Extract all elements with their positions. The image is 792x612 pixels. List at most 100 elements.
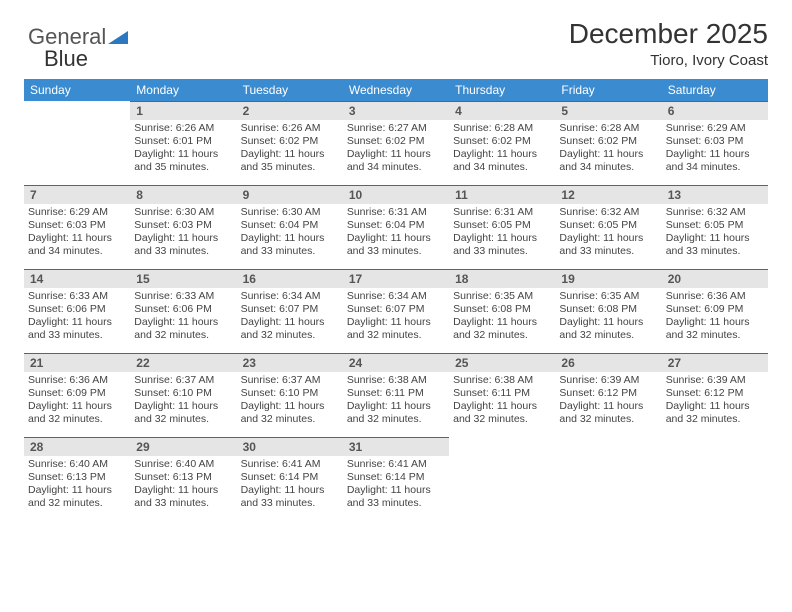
day-number: 6 <box>662 101 768 120</box>
sunrise-text: Sunrise: 6:35 AM <box>453 290 551 303</box>
daylight-text-1: Daylight: 11 hours <box>241 232 339 245</box>
weekday-header: Sunday <box>24 79 130 101</box>
day-body: Sunrise: 6:31 AMSunset: 6:04 PMDaylight:… <box>343 204 449 263</box>
calendar-cell: 18Sunrise: 6:35 AMSunset: 6:08 PMDayligh… <box>449 269 555 353</box>
day-body: Sunrise: 6:32 AMSunset: 6:05 PMDaylight:… <box>662 204 768 263</box>
daylight-text-1: Daylight: 11 hours <box>453 316 551 329</box>
daylight-text-1: Daylight: 11 hours <box>134 316 232 329</box>
calendar-cell: 26Sunrise: 6:39 AMSunset: 6:12 PMDayligh… <box>555 353 661 437</box>
daylight-text-2: and 32 minutes. <box>453 329 551 342</box>
daylight-text-1: Daylight: 11 hours <box>134 232 232 245</box>
page-subtitle: Tioro, Ivory Coast <box>24 52 768 69</box>
sunset-text: Sunset: 6:02 PM <box>453 135 551 148</box>
daylight-text-1: Daylight: 11 hours <box>347 484 445 497</box>
sunset-text: Sunset: 6:04 PM <box>347 219 445 232</box>
sunset-text: Sunset: 6:09 PM <box>28 387 126 400</box>
day-body: Sunrise: 6:41 AMSunset: 6:14 PMDaylight:… <box>343 456 449 515</box>
sunrise-text: Sunrise: 6:27 AM <box>347 122 445 135</box>
day-number: 18 <box>449 269 555 288</box>
daylight-text-2: and 33 minutes. <box>453 245 551 258</box>
sunrise-text: Sunrise: 6:31 AM <box>347 206 445 219</box>
sunrise-text: Sunrise: 6:36 AM <box>666 290 764 303</box>
day-body: Sunrise: 6:26 AMSunset: 6:02 PMDaylight:… <box>237 120 343 179</box>
day-number: 9 <box>237 185 343 204</box>
day-body: Sunrise: 6:36 AMSunset: 6:09 PMDaylight:… <box>24 372 130 431</box>
day-body: Sunrise: 6:28 AMSunset: 6:02 PMDaylight:… <box>555 120 661 179</box>
sunrise-text: Sunrise: 6:30 AM <box>134 206 232 219</box>
daylight-text-2: and 32 minutes. <box>453 413 551 426</box>
day-number: 7 <box>24 185 130 204</box>
calendar-cell: 27Sunrise: 6:39 AMSunset: 6:12 PMDayligh… <box>662 353 768 437</box>
weekday-header: Thursday <box>449 79 555 101</box>
weekday-header: Tuesday <box>237 79 343 101</box>
day-number: 2 <box>237 101 343 120</box>
day-body: Sunrise: 6:33 AMSunset: 6:06 PMDaylight:… <box>24 288 130 347</box>
day-body: Sunrise: 6:35 AMSunset: 6:08 PMDaylight:… <box>555 288 661 347</box>
sunset-text: Sunset: 6:06 PM <box>134 303 232 316</box>
sunrise-text: Sunrise: 6:34 AM <box>241 290 339 303</box>
calendar-cell: 14Sunrise: 6:33 AMSunset: 6:06 PMDayligh… <box>24 269 130 353</box>
daylight-text-1: Daylight: 11 hours <box>559 148 657 161</box>
sunset-text: Sunset: 6:11 PM <box>347 387 445 400</box>
calendar-cell <box>449 437 555 521</box>
sunset-text: Sunset: 6:12 PM <box>666 387 764 400</box>
calendar-cell: 31Sunrise: 6:41 AMSunset: 6:14 PMDayligh… <box>343 437 449 521</box>
calendar-cell: 4Sunrise: 6:28 AMSunset: 6:02 PMDaylight… <box>449 101 555 185</box>
daylight-text-2: and 33 minutes. <box>666 245 764 258</box>
daylight-text-1: Daylight: 11 hours <box>559 400 657 413</box>
sunrise-text: Sunrise: 6:32 AM <box>559 206 657 219</box>
day-body: Sunrise: 6:39 AMSunset: 6:12 PMDaylight:… <box>555 372 661 431</box>
weekday-header: Saturday <box>662 79 768 101</box>
calendar-cell: 30Sunrise: 6:41 AMSunset: 6:14 PMDayligh… <box>237 437 343 521</box>
daylight-text-2: and 32 minutes. <box>241 329 339 342</box>
sunset-text: Sunset: 6:05 PM <box>453 219 551 232</box>
sunrise-text: Sunrise: 6:26 AM <box>134 122 232 135</box>
day-number: 29 <box>130 437 236 456</box>
sunset-text: Sunset: 6:01 PM <box>134 135 232 148</box>
daylight-text-1: Daylight: 11 hours <box>241 148 339 161</box>
daylight-text-1: Daylight: 11 hours <box>347 232 445 245</box>
calendar-cell: 15Sunrise: 6:33 AMSunset: 6:06 PMDayligh… <box>130 269 236 353</box>
day-number: 17 <box>343 269 449 288</box>
day-number: 10 <box>343 185 449 204</box>
day-body: Sunrise: 6:29 AMSunset: 6:03 PMDaylight:… <box>24 204 130 263</box>
sunset-text: Sunset: 6:13 PM <box>28 471 126 484</box>
calendar-week: 14Sunrise: 6:33 AMSunset: 6:06 PMDayligh… <box>24 269 768 353</box>
day-number: 31 <box>343 437 449 456</box>
day-body: Sunrise: 6:26 AMSunset: 6:01 PMDaylight:… <box>130 120 236 179</box>
logo-triangle-icon <box>108 24 128 50</box>
day-body: Sunrise: 6:30 AMSunset: 6:03 PMDaylight:… <box>130 204 236 263</box>
day-number: 4 <box>449 101 555 120</box>
calendar-cell: 17Sunrise: 6:34 AMSunset: 6:07 PMDayligh… <box>343 269 449 353</box>
sunset-text: Sunset: 6:07 PM <box>241 303 339 316</box>
sunrise-text: Sunrise: 6:32 AM <box>666 206 764 219</box>
day-number: 24 <box>343 353 449 372</box>
sunset-text: Sunset: 6:04 PM <box>241 219 339 232</box>
sunrise-text: Sunrise: 6:41 AM <box>241 458 339 471</box>
sunrise-text: Sunrise: 6:28 AM <box>453 122 551 135</box>
day-number: 19 <box>555 269 661 288</box>
sunrise-text: Sunrise: 6:31 AM <box>453 206 551 219</box>
day-number: 22 <box>130 353 236 372</box>
daylight-text-1: Daylight: 11 hours <box>28 400 126 413</box>
daylight-text-2: and 35 minutes. <box>134 161 232 174</box>
calendar-cell: 8Sunrise: 6:30 AMSunset: 6:03 PMDaylight… <box>130 185 236 269</box>
calendar-cell <box>662 437 768 521</box>
calendar-table: SundayMondayTuesdayWednesdayThursdayFrid… <box>24 79 768 521</box>
day-body: Sunrise: 6:31 AMSunset: 6:05 PMDaylight:… <box>449 204 555 263</box>
day-number: 14 <box>24 269 130 288</box>
daylight-text-1: Daylight: 11 hours <box>453 232 551 245</box>
daylight-text-1: Daylight: 11 hours <box>134 400 232 413</box>
daylight-text-2: and 33 minutes. <box>347 245 445 258</box>
calendar-cell: 10Sunrise: 6:31 AMSunset: 6:04 PMDayligh… <box>343 185 449 269</box>
sunset-text: Sunset: 6:05 PM <box>666 219 764 232</box>
day-body: Sunrise: 6:28 AMSunset: 6:02 PMDaylight:… <box>449 120 555 179</box>
daylight-text-1: Daylight: 11 hours <box>241 484 339 497</box>
calendar-cell: 23Sunrise: 6:37 AMSunset: 6:10 PMDayligh… <box>237 353 343 437</box>
daylight-text-2: and 32 minutes. <box>134 329 232 342</box>
daylight-text-2: and 33 minutes. <box>28 329 126 342</box>
daylight-text-2: and 33 minutes. <box>241 497 339 510</box>
daylight-text-1: Daylight: 11 hours <box>453 400 551 413</box>
day-number: 11 <box>449 185 555 204</box>
calendar-cell: 19Sunrise: 6:35 AMSunset: 6:08 PMDayligh… <box>555 269 661 353</box>
